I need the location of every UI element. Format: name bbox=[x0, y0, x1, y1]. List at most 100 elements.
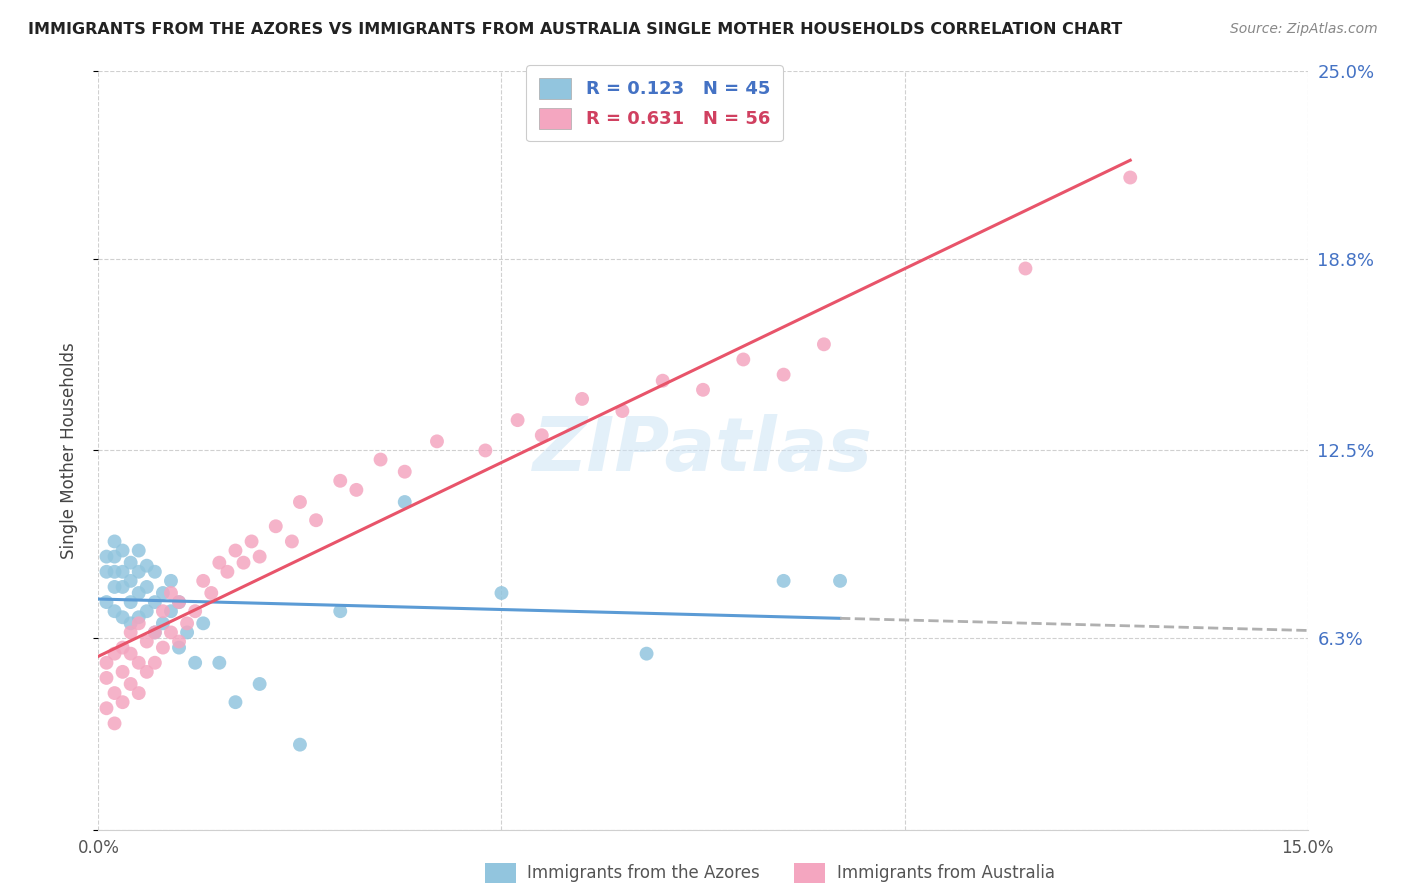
Point bbox=[103, 604, 125, 618]
Point bbox=[217, 565, 239, 579]
Point bbox=[506, 413, 529, 427]
Point bbox=[135, 634, 157, 648]
Point bbox=[96, 595, 118, 609]
Point bbox=[96, 701, 118, 715]
Point bbox=[305, 513, 328, 527]
Point bbox=[329, 474, 352, 488]
Point bbox=[370, 452, 392, 467]
Point bbox=[167, 595, 190, 609]
Point bbox=[176, 616, 198, 631]
Point bbox=[143, 565, 166, 579]
Point bbox=[143, 595, 166, 609]
Point bbox=[135, 665, 157, 679]
Point bbox=[135, 558, 157, 573]
Point bbox=[491, 586, 513, 600]
Point bbox=[103, 647, 125, 661]
Point bbox=[152, 640, 174, 655]
Point bbox=[167, 640, 190, 655]
Point bbox=[474, 443, 496, 458]
Point bbox=[193, 616, 215, 631]
Point bbox=[426, 434, 449, 449]
Point bbox=[103, 534, 125, 549]
Point bbox=[111, 580, 134, 594]
Point bbox=[344, 483, 367, 497]
Point bbox=[281, 534, 304, 549]
Point bbox=[128, 543, 150, 558]
Point bbox=[96, 656, 118, 670]
Point bbox=[264, 519, 287, 533]
Y-axis label: Single Mother Households: Single Mother Households bbox=[59, 343, 77, 558]
Point bbox=[120, 647, 142, 661]
Point bbox=[120, 556, 142, 570]
Point bbox=[184, 604, 207, 618]
Point bbox=[167, 634, 190, 648]
Point bbox=[176, 625, 198, 640]
Point bbox=[111, 640, 134, 655]
Point bbox=[103, 580, 125, 594]
Point bbox=[1119, 170, 1142, 185]
Point bbox=[160, 574, 183, 588]
Point bbox=[530, 428, 553, 442]
Point bbox=[103, 549, 125, 564]
Legend: R = 0.123   N = 45, R = 0.631   N = 56: R = 0.123 N = 45, R = 0.631 N = 56 bbox=[526, 65, 783, 141]
Point bbox=[120, 677, 142, 691]
Point bbox=[103, 565, 125, 579]
Point bbox=[111, 543, 134, 558]
Point bbox=[160, 625, 183, 640]
Text: IMMIGRANTS FROM THE AZORES VS IMMIGRANTS FROM AUSTRALIA SINGLE MOTHER HOUSEHOLDS: IMMIGRANTS FROM THE AZORES VS IMMIGRANTS… bbox=[28, 22, 1122, 37]
Point bbox=[394, 495, 416, 509]
Point bbox=[128, 610, 150, 624]
Point bbox=[208, 656, 231, 670]
Point bbox=[128, 586, 150, 600]
Point bbox=[128, 686, 150, 700]
Point bbox=[111, 695, 134, 709]
Point bbox=[200, 586, 222, 600]
Point bbox=[193, 574, 215, 588]
Text: Source: ZipAtlas.com: Source: ZipAtlas.com bbox=[1230, 22, 1378, 37]
Point bbox=[232, 556, 254, 570]
Point bbox=[813, 337, 835, 351]
Point bbox=[224, 695, 246, 709]
Point bbox=[128, 616, 150, 631]
Point bbox=[120, 625, 142, 640]
Point bbox=[288, 495, 311, 509]
Point bbox=[135, 604, 157, 618]
Point bbox=[96, 549, 118, 564]
Point bbox=[152, 604, 174, 618]
Point bbox=[143, 656, 166, 670]
Point bbox=[1014, 261, 1036, 276]
Point bbox=[160, 586, 183, 600]
Point bbox=[103, 686, 125, 700]
Point bbox=[571, 392, 593, 406]
Point bbox=[240, 534, 263, 549]
Point bbox=[111, 665, 134, 679]
Point bbox=[249, 549, 271, 564]
Point bbox=[612, 404, 634, 418]
Point bbox=[329, 604, 352, 618]
Point bbox=[636, 647, 658, 661]
Point bbox=[120, 574, 142, 588]
Point bbox=[160, 604, 183, 618]
Point bbox=[651, 374, 673, 388]
Point bbox=[772, 574, 794, 588]
Text: Immigrants from the Azores: Immigrants from the Azores bbox=[527, 864, 761, 882]
Point bbox=[143, 625, 166, 640]
Point bbox=[249, 677, 271, 691]
Point bbox=[135, 580, 157, 594]
Point bbox=[733, 352, 755, 367]
Point bbox=[96, 565, 118, 579]
Point bbox=[120, 616, 142, 631]
Text: Immigrants from Australia: Immigrants from Australia bbox=[837, 864, 1054, 882]
Point bbox=[288, 738, 311, 752]
Point bbox=[828, 574, 851, 588]
Point bbox=[143, 625, 166, 640]
Point bbox=[111, 610, 134, 624]
Point bbox=[96, 671, 118, 685]
Point bbox=[208, 556, 231, 570]
Point bbox=[103, 716, 125, 731]
Point bbox=[224, 543, 246, 558]
Point bbox=[184, 656, 207, 670]
Point bbox=[152, 616, 174, 631]
Point bbox=[167, 595, 190, 609]
Point bbox=[772, 368, 794, 382]
